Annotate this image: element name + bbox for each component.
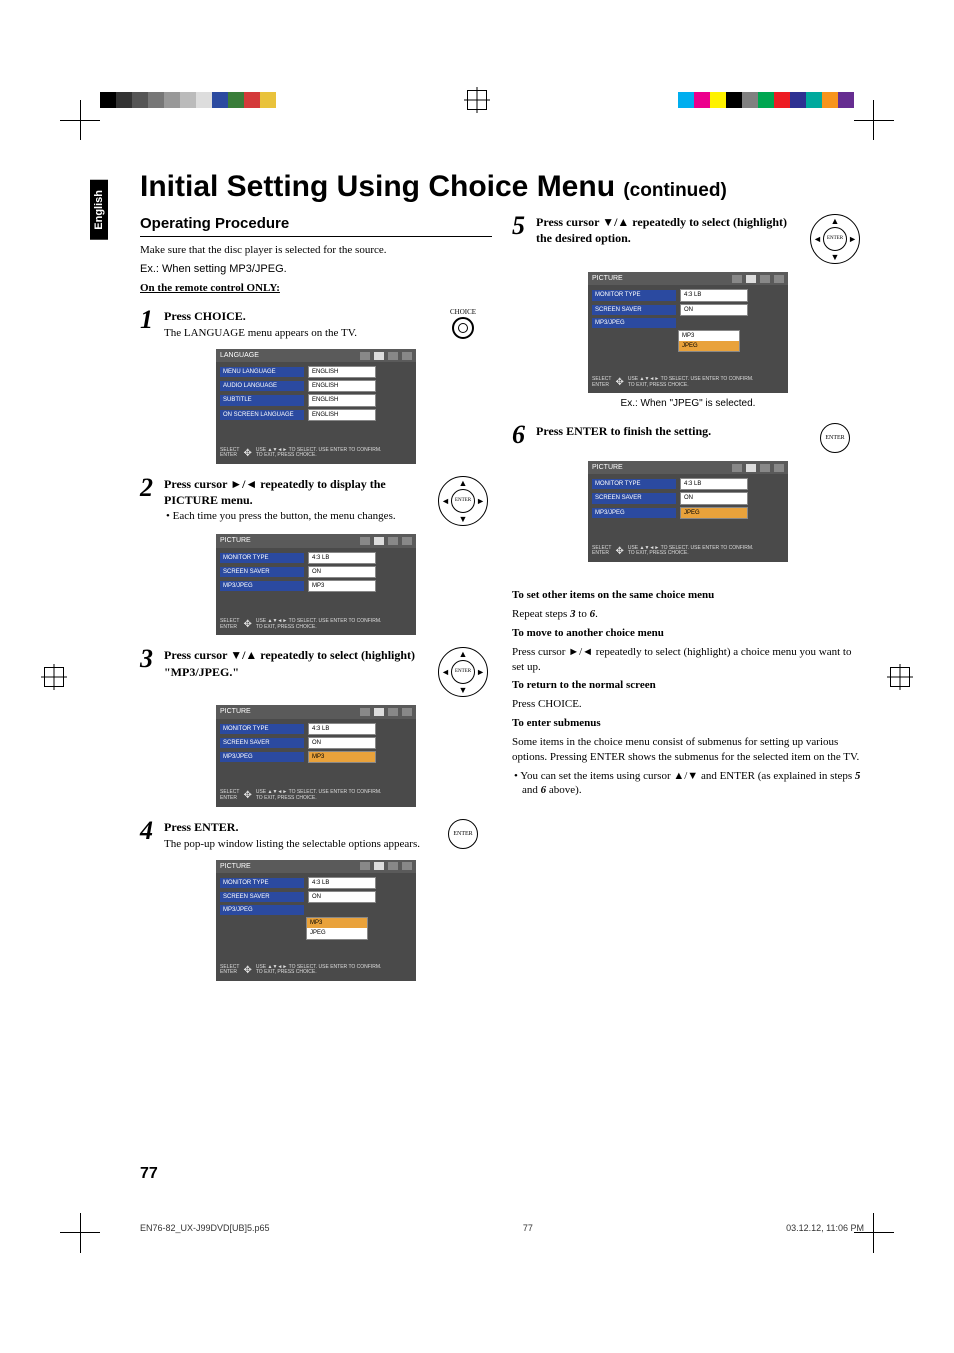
text-move-menu: Press cursor ►/◄ repeatedly to select (h… [512, 645, 864, 675]
language-menu-screenshot: LANGUAGEMENU LANGUAGEENGLISHAUDIO LANGUA… [140, 349, 492, 464]
cursor-pad-icon: ENTER ▲ ▼ ◄ ► [806, 214, 864, 264]
step-lead: Press CHOICE. [164, 308, 428, 324]
step-sub: The LANGUAGE menu appears on the TV. [164, 326, 428, 341]
step-lead: Press ENTER. [164, 819, 428, 835]
step-body: Press cursor ►/◄ repeatedly to display t… [164, 476, 428, 523]
text-return: Press CHOICE. [512, 697, 864, 712]
footer: EN76-82_UX-J99DVD[UB]5.p65 77 03.12.12, … [140, 1223, 864, 1233]
step-number: 2 [140, 476, 158, 499]
choice-button-icon: CHOICE [434, 308, 492, 339]
registration-mark-top [467, 90, 487, 110]
step-number: 1 [140, 308, 158, 331]
picture-menu-screenshot: PICTUREMONITOR TYPE4:3 LBSCREEN SAVERONM… [140, 534, 492, 635]
step-body: Press CHOICE. The LANGUAGE menu appears … [164, 308, 428, 341]
step-4: 4 Press ENTER. The pop-up window listing… [140, 819, 492, 852]
step-number: 6 [512, 423, 530, 446]
step-lead: Press ENTER to finish the setting. [536, 423, 800, 439]
crop-line [873, 1213, 874, 1253]
step-3: 3 Press cursor ▼/▲ repeatedly to select … [140, 647, 492, 697]
subhead-return: To return to the normal screen [512, 678, 864, 693]
content-area: English Initial Setting Using Choice Men… [90, 160, 864, 1193]
subhead-submenus: To enter submenus [512, 716, 864, 731]
step-sub: The pop-up window listing the selectable… [164, 837, 428, 852]
step-bullet: • Each time you press the button, the me… [164, 509, 428, 524]
crop-line [854, 120, 894, 121]
step-lead: Press cursor ►/◄ repeatedly to display t… [164, 476, 428, 508]
title-main: Initial Setting Using Choice Menu [140, 170, 623, 203]
step-number: 5 [512, 214, 530, 237]
color-bar-left [100, 92, 276, 108]
step-body: Press cursor ▼/▲ repeatedly to select (h… [536, 214, 800, 246]
cursor-pad-icon: ENTER ▲ ▼ ◄ ► [434, 647, 492, 697]
registration-mark-left [44, 667, 64, 687]
footer-date: 03.12.12, 11:06 PM [786, 1223, 864, 1233]
picture-menu-final-screenshot: PICTUREMONITOR TYPE4:3 LBSCREEN SAVERONM… [512, 461, 864, 562]
registration-mark-right [890, 667, 910, 687]
enter-button-icon: ENTER [806, 423, 864, 453]
step-1: 1 Press CHOICE. The LANGUAGE menu appear… [140, 308, 492, 341]
crop-line [80, 100, 81, 140]
step-lead: Press cursor ▼/▲ repeatedly to select (h… [536, 214, 800, 246]
right-column: 5 Press cursor ▼/▲ repeatedly to select … [512, 214, 864, 985]
enter-label: ENTER [820, 423, 850, 453]
crop-line [873, 100, 874, 140]
step-number: 3 [140, 647, 158, 670]
step-body: Press ENTER. The pop-up window listing t… [164, 819, 428, 852]
enter-label: ENTER [451, 489, 475, 513]
language-tab: English [90, 180, 108, 240]
step-5: 5 Press cursor ▼/▲ repeatedly to select … [512, 214, 864, 264]
subhead-move-menu: To move to another choice menu [512, 626, 864, 641]
enter-button-icon: ENTER [434, 819, 492, 849]
choice-label: CHOICE [450, 308, 476, 317]
enter-label: ENTER [448, 819, 478, 849]
step-6: 6 Press ENTER to finish the setting. ENT… [512, 423, 864, 453]
page: English Initial Setting Using Choice Men… [0, 0, 954, 1353]
bullet-submenus: • You can set the items using cursor ▲/▼… [512, 769, 864, 799]
two-column-layout: Operating Procedure Make sure that the d… [140, 214, 864, 985]
intro-text-3: On the remote control ONLY: [140, 281, 492, 296]
jpeg-selected-note: Ex.: When "JPEG" is selected. [512, 397, 864, 411]
color-bar-right [678, 92, 854, 108]
step-body: Press ENTER to finish the setting. [536, 423, 800, 439]
picture-menu-highlighted-screenshot: PICTUREMONITOR TYPE4:3 LBSCREEN SAVERONM… [140, 705, 492, 806]
enter-label: ENTER [451, 660, 475, 684]
step-2: 2 Press cursor ►/◄ repeatedly to display… [140, 476, 492, 526]
subhead-set-other: To set other items on the same choice me… [512, 588, 864, 603]
step-lead: Press cursor ▼/▲ repeatedly to select (h… [164, 647, 428, 679]
picture-menu-popup-screenshot: PICTUREMONITOR TYPE4:3 LBSCREEN SAVERONM… [140, 860, 492, 981]
text-submenus: Some items in the choice menu consist of… [512, 735, 864, 765]
page-title: Initial Setting Using Choice Menu (conti… [140, 170, 864, 204]
cursor-pad-icon: ENTER ▲ ▼ ◄ ► [434, 476, 492, 526]
operating-procedure-heading: Operating Procedure [140, 214, 492, 237]
text-repeat-steps: Repeat steps 3 to 6. [512, 607, 864, 622]
page-number: 77 [140, 1165, 158, 1183]
footer-page: 77 [523, 1223, 533, 1233]
enter-label: ENTER [823, 227, 847, 251]
footer-file: EN76-82_UX-J99DVD[UB]5.p65 [140, 1223, 270, 1233]
intro-text-1: Make sure that the disc player is select… [140, 243, 492, 258]
crop-line [80, 1213, 81, 1253]
title-continued: (continued) [623, 180, 726, 201]
step-body: Press cursor ▼/▲ repeatedly to select (h… [164, 647, 428, 679]
intro-text-2: Ex.: When setting MP3/JPEG. [140, 262, 492, 277]
picture-menu-popup-jpeg-screenshot: PICTUREMONITOR TYPE4:3 LBSCREEN SAVERONM… [512, 272, 864, 393]
left-column: Operating Procedure Make sure that the d… [140, 214, 492, 985]
step-number: 4 [140, 819, 158, 842]
